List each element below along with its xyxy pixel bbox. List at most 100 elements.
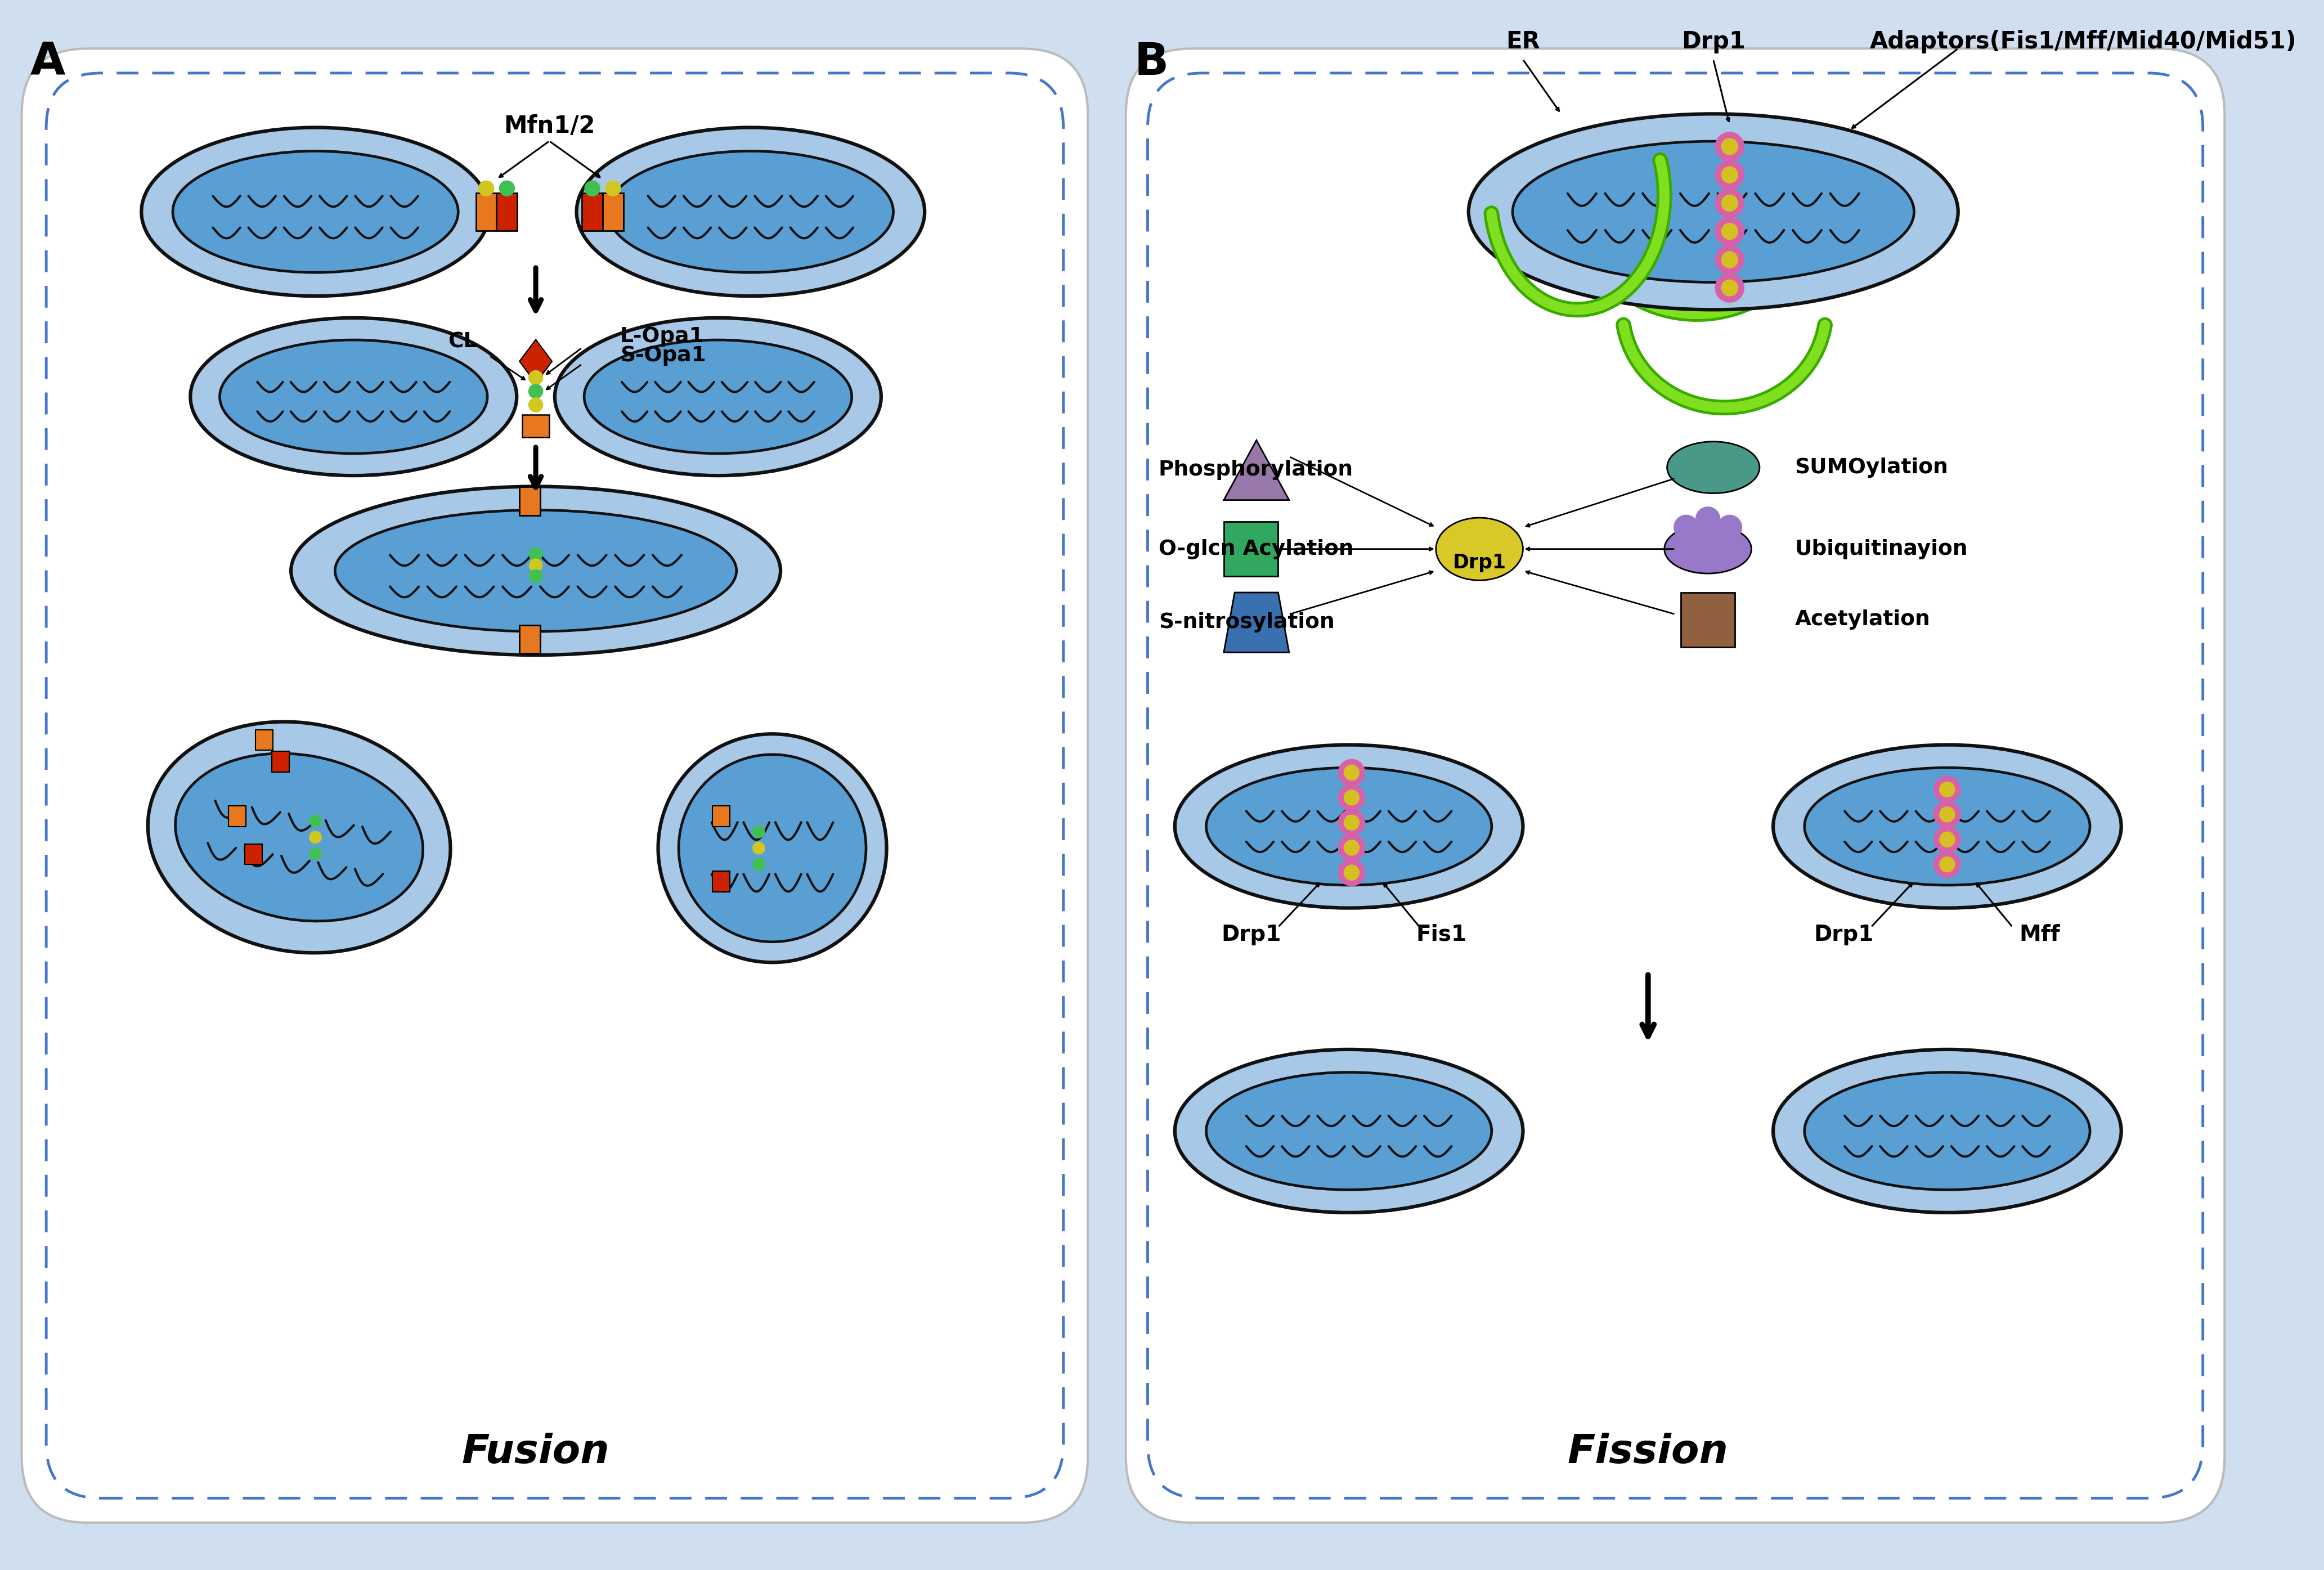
Bar [244,843,263,865]
Circle shape [1934,801,1959,827]
Ellipse shape [658,733,885,962]
Circle shape [1934,777,1959,802]
Bar [713,805,730,826]
Bar [272,752,290,772]
Circle shape [753,859,765,870]
Circle shape [530,559,541,571]
Circle shape [1941,807,1954,823]
Circle shape [500,181,514,196]
Ellipse shape [1513,141,1915,283]
Ellipse shape [1664,524,1752,573]
Text: Drp1: Drp1 [1220,923,1281,945]
Circle shape [1722,195,1738,212]
Circle shape [1343,840,1360,856]
Circle shape [1722,166,1738,184]
Circle shape [1343,865,1360,881]
Ellipse shape [1176,744,1522,907]
Circle shape [1343,790,1360,805]
Circle shape [528,371,544,385]
Bar [1680,592,1736,647]
Bar [521,487,539,515]
Circle shape [309,831,321,843]
Circle shape [1339,785,1364,810]
Circle shape [1343,815,1360,831]
Circle shape [1697,507,1720,531]
Circle shape [1339,835,1364,860]
Circle shape [1722,138,1738,155]
Ellipse shape [1773,744,2122,907]
Text: Phosphorylation: Phosphorylation [1160,460,1353,480]
Ellipse shape [1666,441,1759,493]
Text: B: B [1134,41,1169,85]
Circle shape [530,548,541,560]
Circle shape [1343,765,1360,780]
Bar [713,871,730,892]
Circle shape [1715,217,1743,245]
Ellipse shape [1436,518,1522,581]
Text: Fusion: Fusion [462,1432,609,1471]
Circle shape [528,385,544,399]
Circle shape [753,826,765,838]
FancyBboxPatch shape [21,49,1088,1523]
Bar [581,193,602,231]
Ellipse shape [583,341,853,454]
Ellipse shape [221,341,488,454]
Circle shape [1941,782,1954,798]
Circle shape [1717,515,1741,539]
Text: Mfn1/2: Mfn1/2 [504,115,595,138]
Text: Ubiquitinayion: Ubiquitinayion [1794,539,1968,559]
Text: Fis1: Fis1 [1415,923,1466,945]
Ellipse shape [1176,1049,1522,1212]
Circle shape [753,842,765,854]
Bar [523,414,548,438]
Circle shape [1715,188,1743,217]
Circle shape [1715,273,1743,301]
Circle shape [586,181,600,196]
Circle shape [1715,160,1743,188]
Circle shape [1722,279,1738,297]
Text: Fission: Fission [1569,1432,1729,1471]
Text: A: A [30,41,65,85]
Polygon shape [1225,592,1290,653]
Text: S-nitrosylation: S-nitrosylation [1160,612,1334,633]
Bar [476,193,497,231]
Circle shape [604,181,621,196]
Circle shape [309,815,321,827]
Ellipse shape [679,755,867,942]
Circle shape [1339,810,1364,835]
Ellipse shape [576,127,925,297]
Circle shape [1715,245,1743,273]
Ellipse shape [290,487,781,655]
Ellipse shape [1206,768,1492,885]
Text: Mff: Mff [2020,923,2059,945]
Text: SUMOylation: SUMOylation [1794,457,1948,477]
Polygon shape [521,339,553,383]
Ellipse shape [1773,1049,2122,1212]
Circle shape [1941,857,1954,871]
Polygon shape [1225,440,1290,501]
Text: Adaptors(Fis1/Mff/Mid40/Mid51): Adaptors(Fis1/Mff/Mid40/Mid51) [1871,30,2296,53]
Circle shape [1722,223,1738,240]
Bar [497,193,518,231]
Bar [228,805,246,826]
Text: L-Opa1: L-Opa1 [621,327,704,347]
Text: O-glcn Acylation: O-glcn Acylation [1160,539,1353,559]
Text: S-Opa1: S-Opa1 [621,345,706,366]
Circle shape [479,181,495,196]
Circle shape [1339,860,1364,885]
Bar [602,193,623,231]
Text: Acetylation: Acetylation [1794,609,1931,630]
Ellipse shape [1469,115,1959,309]
Circle shape [1934,826,1959,853]
Ellipse shape [1803,768,2089,885]
Text: Drp1: Drp1 [1680,30,1745,53]
Ellipse shape [191,317,516,476]
FancyBboxPatch shape [1125,49,2224,1523]
Text: Drp1: Drp1 [1452,553,1506,571]
Ellipse shape [174,754,423,922]
Text: CL: CL [449,331,476,352]
Bar [256,730,272,750]
Ellipse shape [172,151,458,273]
Bar [1225,521,1278,576]
Text: Drp1: Drp1 [1815,923,1873,945]
